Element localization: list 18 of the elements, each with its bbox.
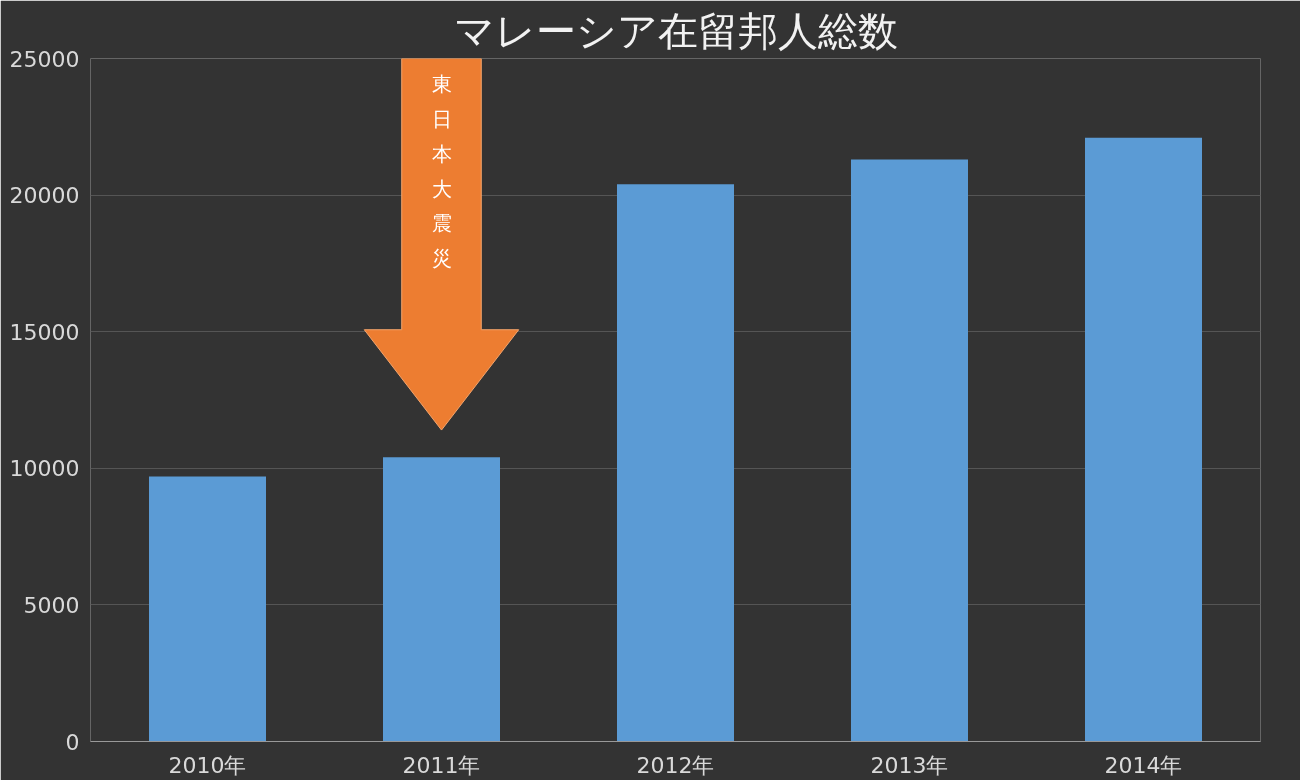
y-tick-label: 10000 <box>9 456 80 482</box>
x-tick-label: 2010年 <box>168 752 247 778</box>
y-tick-label: 15000 <box>9 319 80 345</box>
y-tick-label: 5000 <box>23 592 80 618</box>
bar <box>1085 137 1202 742</box>
annotation: 東日本大震災 <box>431 72 452 271</box>
y-tick-label: 25000 <box>9 46 80 72</box>
bar <box>617 184 734 742</box>
x-tick-label: 2012年 <box>636 752 715 778</box>
bar <box>149 476 266 742</box>
y-tick-label: 0 <box>65 729 80 755</box>
chart-title: マレーシア在留邦人総数 <box>453 7 898 54</box>
bar <box>383 457 500 742</box>
x-tick-label: 2014年 <box>1104 752 1183 778</box>
x-tick-label: 2011年 <box>402 752 481 778</box>
bar <box>851 159 968 742</box>
x-tick-label: 2013年 <box>870 752 949 778</box>
y-tick-label: 20000 <box>9 183 80 209</box>
